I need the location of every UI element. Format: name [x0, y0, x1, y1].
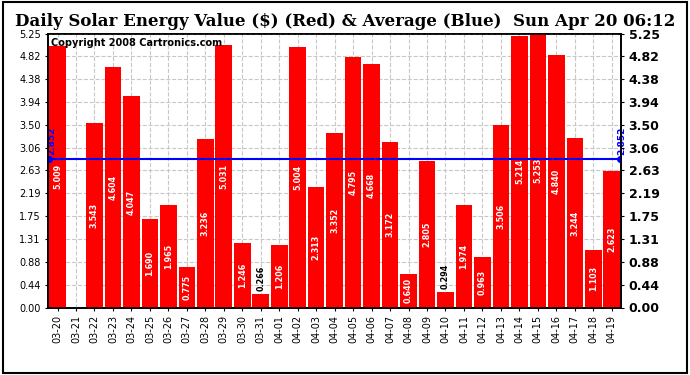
Text: 2.313: 2.313 [312, 235, 321, 260]
Text: 0.775: 0.775 [182, 275, 191, 300]
Bar [493, 124, 509, 308]
Bar [234, 243, 250, 308]
Bar [215, 45, 232, 308]
Bar [105, 68, 121, 308]
Bar [511, 36, 528, 308]
Text: 5.031: 5.031 [219, 164, 228, 189]
Text: 1.206: 1.206 [275, 263, 284, 289]
Bar [289, 46, 306, 308]
Text: 0.294: 0.294 [441, 264, 450, 289]
Text: Daily Solar Energy Value ($) (Red) & Average (Blue)  Sun Apr 20 06:12: Daily Solar Energy Value ($) (Red) & Ave… [14, 13, 676, 30]
Bar [382, 142, 398, 308]
Text: 2.805: 2.805 [422, 222, 431, 247]
Bar [455, 205, 472, 308]
Text: 5.009: 5.009 [53, 164, 62, 189]
Bar [49, 46, 66, 308]
Text: 2.852: 2.852 [618, 126, 627, 154]
Bar [566, 138, 583, 308]
Bar [179, 267, 195, 308]
Text: 5.004: 5.004 [293, 165, 302, 190]
Bar [123, 96, 140, 308]
Bar [604, 171, 620, 308]
Text: 3.244: 3.244 [571, 210, 580, 236]
Text: 4.840: 4.840 [552, 169, 561, 194]
Bar [364, 64, 380, 308]
Text: 1.103: 1.103 [589, 266, 598, 291]
Bar [326, 133, 343, 308]
Text: 4.604: 4.604 [108, 175, 117, 200]
Bar [437, 292, 454, 308]
Text: 3.543: 3.543 [90, 202, 99, 228]
Text: 2.623: 2.623 [607, 226, 616, 252]
Bar [160, 205, 177, 308]
Bar [474, 257, 491, 307]
Bar [271, 244, 288, 308]
Bar [141, 219, 158, 308]
Bar [548, 55, 564, 308]
Text: 5.253: 5.253 [533, 158, 542, 183]
Text: 0.266: 0.266 [256, 265, 265, 291]
Text: 4.047: 4.047 [127, 189, 136, 214]
Text: 5.214: 5.214 [515, 159, 524, 184]
Bar [345, 57, 362, 308]
Text: 2.852: 2.852 [48, 126, 57, 154]
Bar [585, 250, 602, 307]
Text: Copyright 2008 Cartronics.com: Copyright 2008 Cartronics.com [51, 38, 222, 48]
Bar [400, 274, 417, 308]
Bar [308, 187, 324, 308]
Text: 1.965: 1.965 [164, 244, 173, 269]
Text: 3.352: 3.352 [330, 207, 339, 233]
Text: 0.963: 0.963 [478, 270, 487, 295]
Text: 1.246: 1.246 [238, 262, 247, 288]
Text: 3.172: 3.172 [386, 212, 395, 237]
Text: 1.690: 1.690 [146, 251, 155, 276]
Bar [197, 139, 214, 308]
Bar [529, 34, 546, 308]
Text: 0.640: 0.640 [404, 278, 413, 303]
Bar [86, 123, 103, 308]
Bar [419, 161, 435, 308]
Text: 3.506: 3.506 [496, 204, 505, 229]
Text: 1.974: 1.974 [460, 243, 469, 268]
Text: 4.668: 4.668 [367, 173, 376, 198]
Text: 3.236: 3.236 [201, 210, 210, 236]
Text: 4.795: 4.795 [348, 170, 357, 195]
Bar [253, 294, 269, 308]
